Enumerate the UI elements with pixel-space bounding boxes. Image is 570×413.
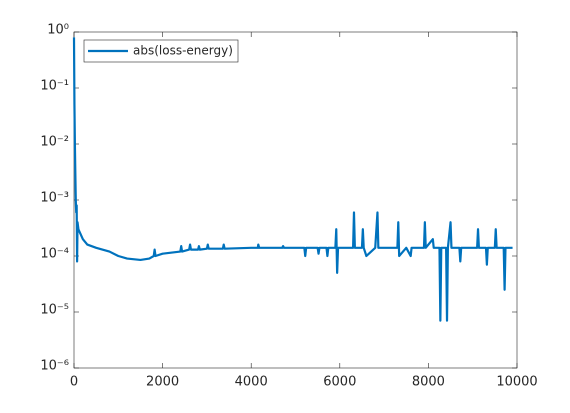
x-tick-label: 4000 bbox=[235, 375, 268, 390]
y-tick-label: 10⁻⁴ bbox=[40, 247, 69, 262]
legend-label: abs(loss-energy) bbox=[133, 44, 233, 58]
y-tick-label: 10⁰ bbox=[47, 23, 69, 38]
x-tick-label: 6000 bbox=[323, 375, 356, 390]
x-tick-label: 0 bbox=[70, 375, 78, 390]
y-tick-label: 10⁻¹ bbox=[40, 79, 69, 94]
y-tick-label: 10⁻² bbox=[40, 135, 69, 150]
x-tick-label: 10000 bbox=[496, 375, 537, 390]
y-tick-label: 10⁻⁶ bbox=[40, 359, 69, 374]
data-line bbox=[72, 37, 513, 322]
plot-area bbox=[73, 31, 518, 369]
y-tick-label: 10⁻⁵ bbox=[40, 303, 69, 318]
x-tick-label: 8000 bbox=[412, 375, 445, 390]
legend-box bbox=[83, 39, 239, 63]
y-tick-label: 10⁻³ bbox=[40, 191, 69, 206]
x-tick-label: 2000 bbox=[146, 375, 179, 390]
